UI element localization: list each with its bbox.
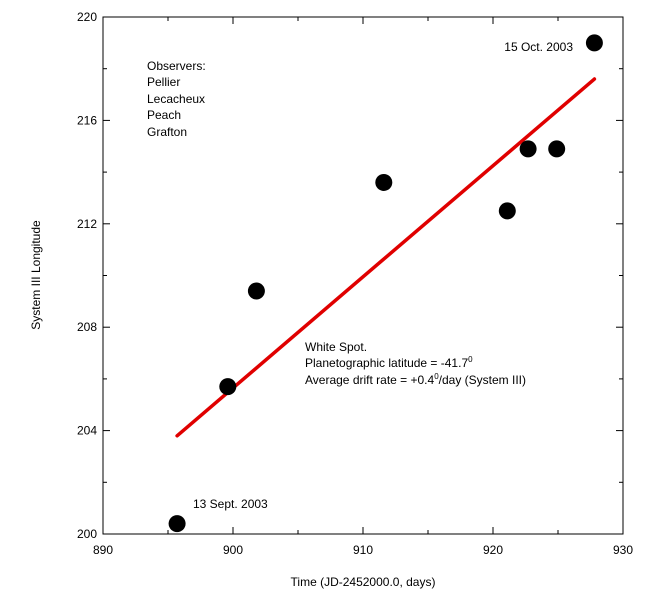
x-tick-label: 920 [483,543,503,557]
data-point [548,140,566,158]
data-point [168,515,186,533]
feature-annotation: White Spot. Planetographic latitude = -4… [305,340,526,387]
end-date-label: 15 Oct. 2003 [504,40,573,54]
observers-line: Peach [147,108,181,122]
x-tick-label: 890 [93,543,113,557]
y-axis-title: System III Longitude [29,220,43,330]
observers-line: Grafton [147,125,187,139]
latitude-label: Planetographic latitude = -41.70 [305,355,473,370]
drift-suffix: /day (System III) [439,373,526,387]
drift-unit: 0 [434,372,439,381]
observers-annotation: Observers: Pellier Lecacheux Peach Graft… [147,59,206,139]
x-tick-label: 910 [353,543,373,557]
observers-line: Pellier [147,75,180,89]
data-points [168,34,603,533]
latitude-text: Planetographic latitude = -41.7 [305,356,468,370]
y-tick-label: 200 [77,527,97,541]
axis-tick-labels: 890 900 910 920 930 200 204 208 212 216 220 [77,10,633,557]
observers-line: Observers: [147,59,206,73]
start-date-label: 13 Sept. 2003 [193,497,268,511]
x-tick-label: 900 [223,543,243,557]
drift-rate-label: Average drift rate = +0.40/day (System I… [305,372,526,387]
axis-ticks [102,16,624,535]
x-axis-title: Time (JD-2452000.0, days) [291,575,436,589]
trend-line [175,77,597,438]
latitude-unit: 0 [468,355,473,364]
drift-prefix: Average drift rate = +0.4 [305,373,435,387]
y-tick-label: 212 [77,217,97,231]
y-tick-label: 216 [77,113,97,127]
observers-line: Lecacheux [147,92,205,106]
data-point [375,173,393,191]
data-point [519,140,537,158]
x-tick-label: 930 [613,543,633,557]
data-point [498,202,516,220]
data-point [219,378,237,396]
y-tick-label: 220 [77,10,97,24]
data-point [247,282,265,300]
data-point [585,34,603,52]
y-tick-label: 204 [77,424,97,438]
feature-label: White Spot. [305,340,367,354]
y-tick-label: 208 [77,320,97,334]
